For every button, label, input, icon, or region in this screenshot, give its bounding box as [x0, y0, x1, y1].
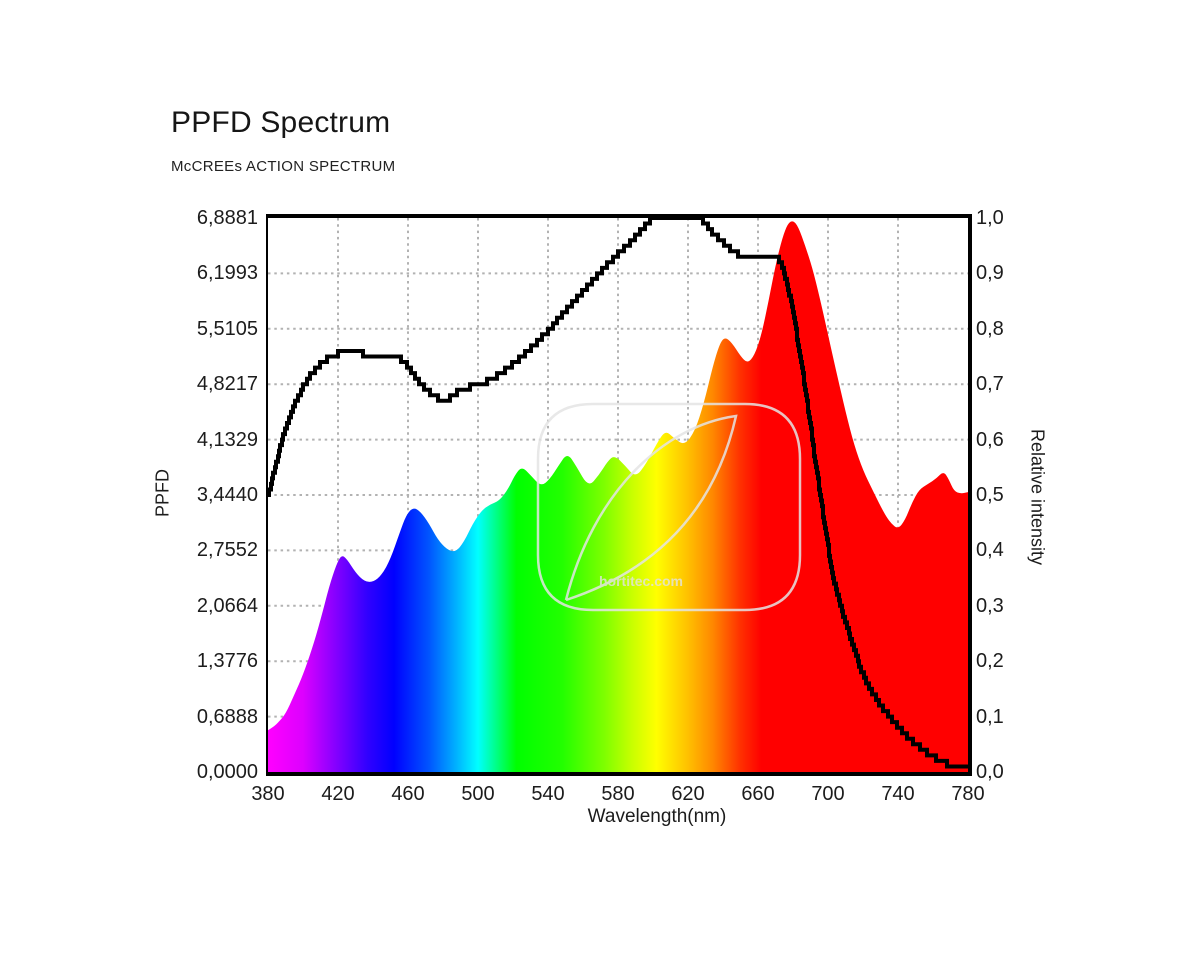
y-axis-left: 6,8881 6,1993 5,5105 4,8217 4,1329 3,4440 2,75… — [130, 207, 258, 783]
spectrum-area — [268, 221, 968, 772]
x-tick-label: 420 — [321, 783, 355, 805]
x-tick-label: 700 — [811, 783, 845, 805]
x-tick-label: 500 — [461, 783, 495, 805]
y-right-tick-label: 0,1 — [976, 705, 1004, 728]
y-right-tick-label: 0,6 — [976, 428, 1004, 451]
y-right-tick-label: 1,0 — [976, 207, 1004, 229]
y-right-tick-label: 0,2 — [976, 650, 1004, 673]
mccree-action-spectrum-line — [268, 218, 968, 769]
y-left-tick-label: 5,5105 — [196, 317, 258, 340]
x-tick-label: 660 — [741, 783, 775, 805]
y-right-tick-label: 0,9 — [976, 262, 1004, 285]
x-tick-label: 540 — [531, 783, 565, 805]
y-left-tick-label: 0,0000 — [196, 761, 258, 783]
x-tick-label: 740 — [881, 783, 915, 805]
y-right-tick-label: 0,3 — [976, 594, 1004, 617]
y-left-tick-label: 1,3776 — [196, 650, 258, 673]
x-tick-label: 380 — [251, 783, 285, 805]
page-title: PPFD Spectrum — [171, 106, 391, 139]
y-right-tick-label: 0,0 — [976, 761, 1004, 783]
page-subtitle: McCREEs ACTION SPECTRUM — [171, 158, 396, 175]
watermark-text: hortitec.com — [599, 573, 683, 589]
x-tick-label: 780 — [951, 783, 985, 805]
y-right-tick-label: 0,7 — [976, 373, 1004, 396]
y-right-tick-label: 0,5 — [976, 484, 1004, 506]
x-tick-label: 580 — [601, 783, 635, 805]
x-axis: 380 420 460 500 540 580 620 660 700 740 780 — [251, 783, 984, 809]
y-left-tick-label: 0,6888 — [196, 705, 258, 728]
watermark-logo — [536, 402, 802, 612]
plot-frame: hortitec.com — [266, 214, 972, 776]
y-left-tick-label: 4,8217 — [196, 373, 258, 396]
watermark-logo-leaf — [564, 414, 738, 602]
y-right-tick-label: 0,8 — [976, 317, 1004, 340]
y-left-tick-label: 4,1329 — [196, 428, 258, 451]
y-left-tick-label: 2,0664 — [196, 594, 258, 617]
y-right-tick-label: 0,4 — [976, 539, 1004, 562]
plot-area: hortitec.com — [268, 218, 968, 772]
y-axis-right: 1,0 0,9 0,8 0,7 0,6 0,5 0,4 0,3 0,2 0,1 0,0 — [976, 207, 1066, 783]
y-left-tick-label: 2,7552 — [196, 539, 258, 562]
y-left-tick-label: 3,4440 — [196, 484, 258, 506]
x-tick-label: 460 — [391, 783, 425, 805]
y-left-tick-label: 6,8881 — [196, 207, 258, 229]
x-tick-label: 620 — [671, 783, 705, 805]
x-axis-title: Wavelength(nm) — [587, 806, 727, 827]
y-left-tick-label: 6,1993 — [196, 262, 258, 285]
watermark: hortitec.com — [536, 402, 802, 612]
